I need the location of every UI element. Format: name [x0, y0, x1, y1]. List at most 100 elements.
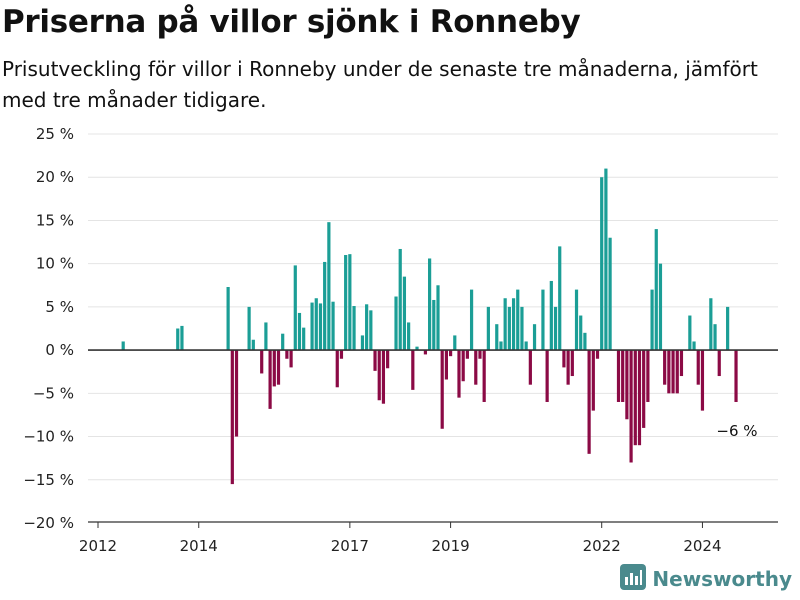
bar [302, 327, 306, 351]
bar [650, 289, 654, 351]
y-tick-label: −10 % [23, 428, 74, 446]
bar [600, 177, 604, 351]
chart-subtitle: Prisutveckling för villor i Ronneby unde… [2, 57, 758, 112]
bar [675, 350, 679, 394]
bar [507, 306, 511, 351]
bar [658, 263, 663, 351]
bar [394, 296, 398, 351]
bar [679, 350, 684, 377]
bar [276, 350, 281, 385]
bar [541, 289, 545, 351]
bar [428, 258, 432, 351]
bar [734, 350, 738, 402]
bar [268, 350, 272, 409]
bar [671, 350, 675, 394]
bar [717, 350, 721, 377]
bar [344, 255, 348, 351]
bar [663, 350, 667, 385]
bars [121, 168, 738, 485]
bar [293, 265, 297, 351]
bar [260, 350, 264, 374]
bar [176, 328, 180, 351]
x-tick-label: 2014 [180, 537, 218, 555]
y-tick-label: 10 % [36, 255, 74, 273]
x-axis: 2012 2014 2017 2019 2022 2024 [79, 521, 778, 555]
bar [516, 289, 520, 351]
bar [453, 335, 457, 351]
bar [436, 285, 440, 351]
y-tick-label: 15 % [36, 211, 74, 229]
bar [604, 168, 608, 351]
bar [465, 350, 469, 359]
x-tick-label: 2017 [331, 537, 369, 555]
bar [360, 335, 365, 351]
bar [570, 350, 574, 377]
bar [289, 350, 293, 368]
bar [595, 350, 600, 359]
y-tick-label: 5 % [45, 298, 74, 316]
bar [696, 350, 700, 385]
bar [629, 350, 633, 463]
bar [121, 341, 125, 351]
bar [297, 312, 302, 351]
bar-chart-logo-icon [620, 564, 647, 594]
bar [461, 350, 465, 382]
bar [520, 306, 524, 351]
bar [352, 306, 356, 351]
bar [688, 315, 692, 351]
bar [503, 298, 507, 351]
bar [562, 350, 566, 368]
bar [637, 350, 642, 446]
bar [365, 304, 369, 351]
bar [348, 254, 352, 351]
y-tick-label: 0 % [45, 341, 74, 359]
bar [591, 350, 595, 411]
bar [377, 350, 381, 401]
bar [528, 350, 532, 385]
bar [621, 350, 625, 402]
bar [616, 350, 621, 402]
bar [398, 248, 402, 351]
bar [285, 350, 289, 359]
x-tick-label: 2022 [583, 537, 621, 555]
bar [373, 350, 377, 371]
bar [251, 339, 255, 351]
bar [272, 350, 276, 387]
bar [432, 299, 436, 351]
x-tick-label: 2012 [79, 537, 117, 555]
bar [713, 324, 717, 351]
bar [281, 333, 285, 351]
bar [247, 306, 251, 351]
bar [234, 350, 239, 437]
bar [318, 303, 323, 351]
y-tick-label: −20 % [23, 514, 74, 532]
bar [180, 325, 184, 351]
bar [625, 350, 629, 420]
bar [226, 287, 230, 351]
brand-name: Newsworthy [652, 567, 792, 591]
y-tick-label: 25 % [36, 125, 74, 143]
bar [558, 246, 562, 351]
bar [440, 350, 444, 429]
bar [667, 350, 671, 394]
bar [335, 350, 339, 388]
bar [545, 350, 549, 402]
bar [532, 324, 537, 351]
bar [553, 306, 558, 351]
bar [381, 350, 386, 404]
x-tick-label: 2024 [683, 537, 721, 555]
bar [448, 350, 453, 357]
bar [499, 341, 503, 351]
bar [474, 350, 478, 385]
bar [633, 350, 637, 446]
bar [608, 237, 612, 351]
newsworthy-logo: Newsworthy [620, 564, 792, 594]
bar [549, 280, 553, 351]
bar [415, 346, 419, 351]
chart-title: Priserna på villor sjönk i Ronneby [2, 4, 581, 40]
bar [264, 322, 268, 351]
bar [411, 350, 415, 390]
bar [566, 350, 570, 385]
bar [646, 350, 650, 402]
last-value-annotation: −6 % [716, 422, 757, 440]
